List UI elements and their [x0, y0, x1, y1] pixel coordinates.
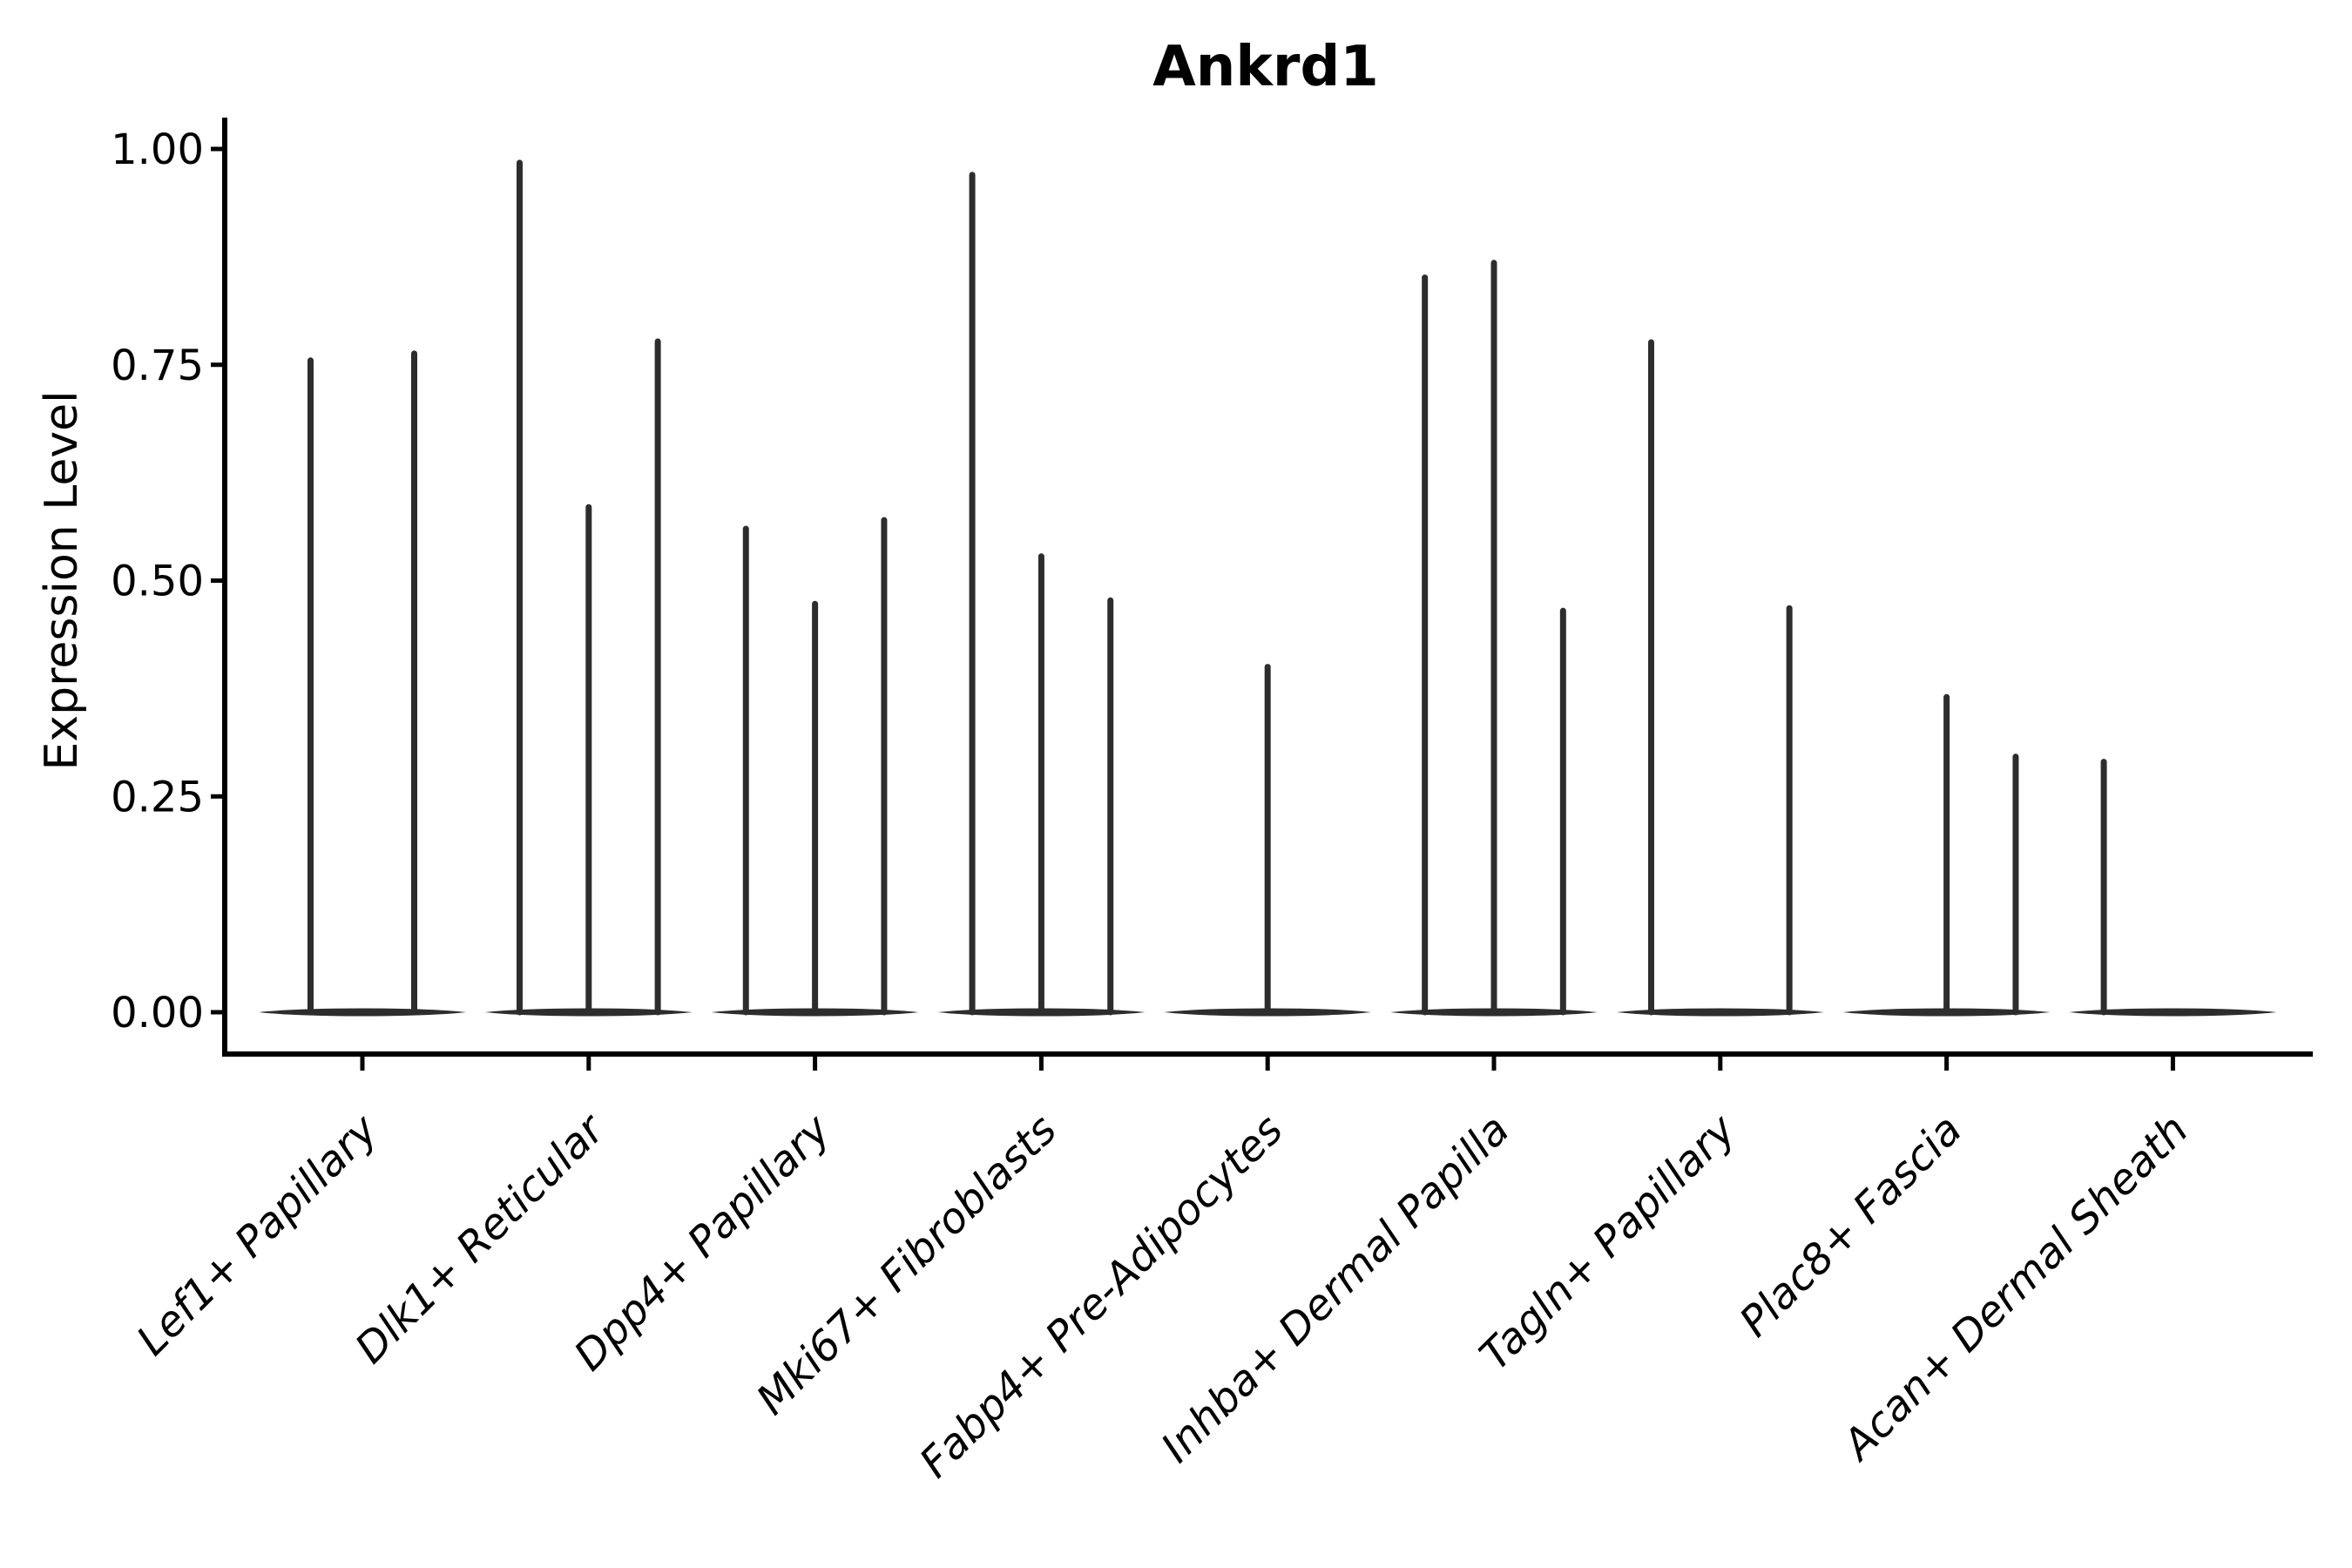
y-tick-label: 0.50 [111, 558, 204, 606]
violin-baseline [1164, 1008, 1372, 1017]
violin-baseline [1842, 1008, 2051, 1017]
y-tick-label: 1.00 [111, 125, 204, 174]
violin-baseline [711, 1008, 919, 1017]
y-axis-label: Expression Level [36, 390, 88, 770]
plot-title: Ankrd1 [1152, 35, 1379, 99]
x-tick-label: Dlk1+ Reticular [346, 1104, 616, 1374]
violin-baseline [1390, 1008, 1598, 1017]
y-tick-label: 0.25 [111, 773, 204, 821]
y-tick-label: 0.00 [111, 989, 204, 1037]
violin-baseline [484, 1008, 693, 1017]
x-tick-label: Plac8+ Fascia [1730, 1105, 1971, 1347]
violin-baseline [2069, 1008, 2277, 1017]
violin-baseline [259, 1008, 466, 1017]
y-tick-label: 0.75 [111, 341, 204, 390]
violin-baseline [937, 1008, 1146, 1017]
violin-baseline [1616, 1008, 1824, 1017]
x-tick-label: Fabp4+ Pre-Adipocytes [910, 1105, 1293, 1488]
x-tick-label: Lef1+ Papillary [127, 1105, 388, 1365]
